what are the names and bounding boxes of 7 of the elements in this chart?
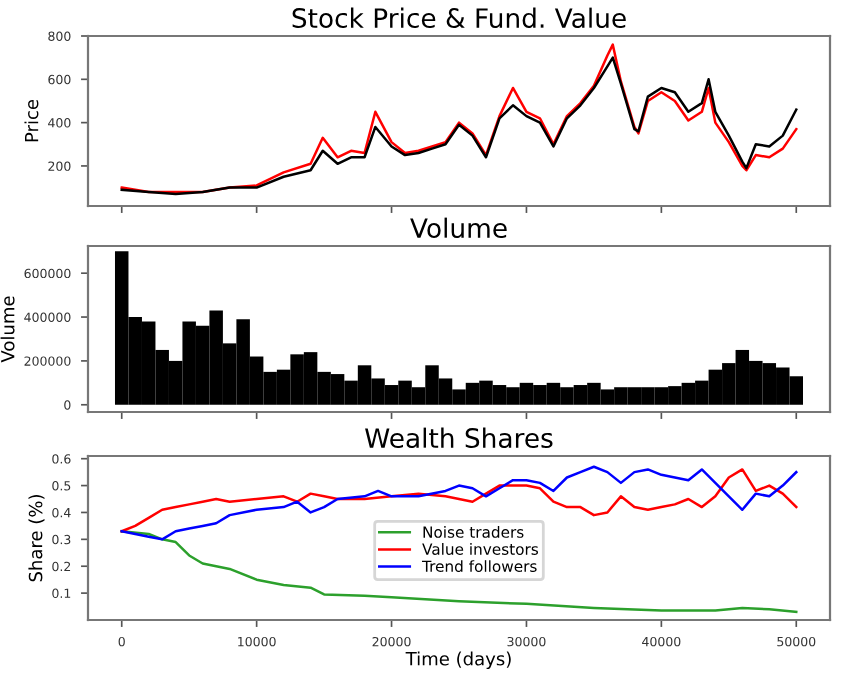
y-axis-title: Price	[24, 99, 39, 142]
chart-title: Volume	[410, 217, 507, 239]
y-axis-title: Volume	[0, 296, 15, 363]
chart-title: Wealth Shares	[365, 427, 553, 449]
x-axis-title: Time (days)	[405, 651, 511, 670]
y-axis-title: Share (%)	[28, 495, 45, 582]
chart-title: Stock Price & Fund. Value	[292, 7, 626, 29]
